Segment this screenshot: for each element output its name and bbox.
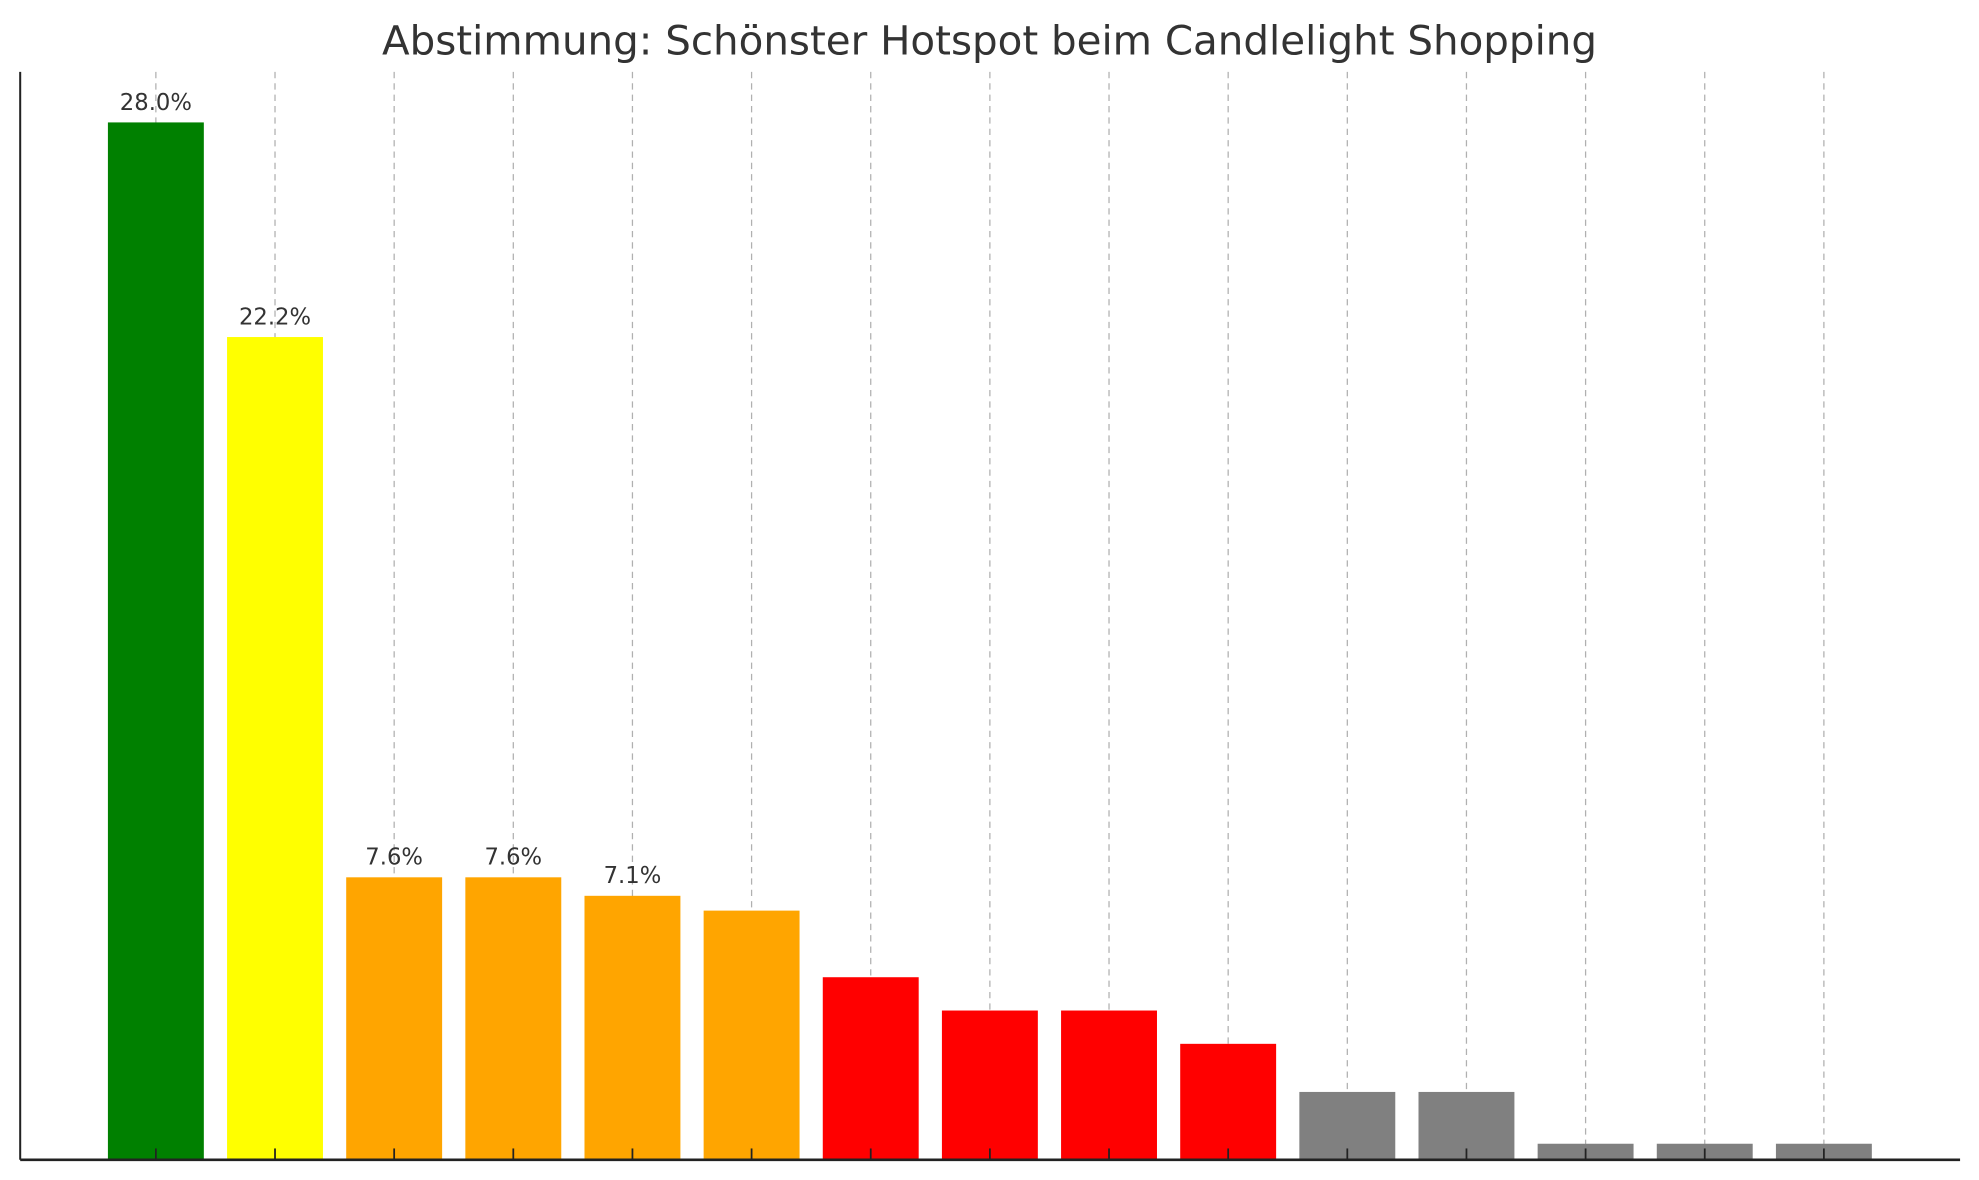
bar-10 [1180, 1043, 1277, 1159]
data-label: 7.1% [604, 863, 662, 889]
chart-title: Abstimmung: Schönster Hotspot beim Candl… [382, 17, 1597, 64]
bar-6 [703, 910, 800, 1159]
bar-7 [822, 977, 919, 1159]
bar-12 [1418, 1091, 1515, 1159]
bar-11 [1299, 1091, 1396, 1159]
data-label: 28.0% [120, 90, 192, 116]
data-label: 7.6% [365, 845, 423, 871]
bar-1 [107, 122, 204, 1159]
bar-3 [346, 877, 443, 1159]
bar-9 [1061, 1010, 1157, 1159]
bar-4 [465, 877, 562, 1159]
bar-5 [584, 895, 681, 1159]
data-label: 7.6% [484, 845, 542, 871]
bar-2 [227, 337, 323, 1159]
bar-8 [941, 1010, 1038, 1159]
data-label: 22.2% [239, 304, 311, 330]
